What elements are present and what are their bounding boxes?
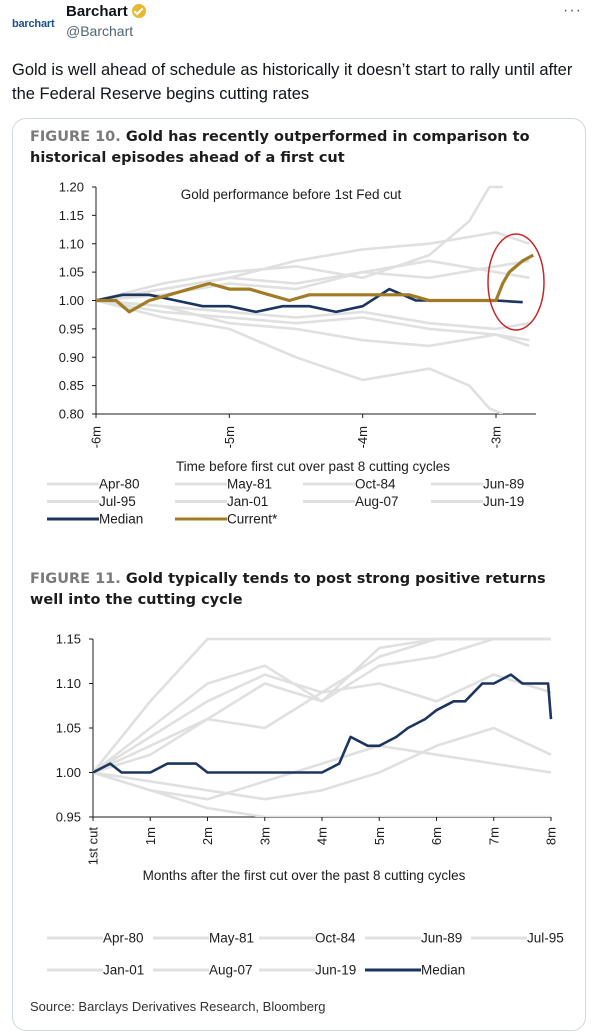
x-tick-label: 2m: [200, 827, 215, 845]
legend-label-apr-80: Apr-80: [99, 477, 140, 492]
y-tick-label: 1.15: [56, 632, 81, 647]
series-line-jun-89: [96, 299, 530, 348]
x-tick-label: 1m: [143, 827, 158, 845]
series-line-jan-01: [96, 299, 530, 348]
legend-label-jul-95: Jul-95: [99, 494, 136, 509]
legend-label-oct-84: Oct-84: [315, 931, 356, 946]
chart-figure-10: 0.80 0.85 0.90 0.95 1.00 1.05 1.10 1.15 1.20 -6m -…: [59, 180, 545, 474]
barchart-logo[interactable]: barchart: [12, 18, 55, 30]
series-line-apr-80: [93, 637, 551, 774]
series-line-oct-84: [93, 637, 551, 774]
legend-figure-11: Apr-80 May-81 Oct-84 Jun-89 Jul-95 Jan-01 Aug-…: [47, 931, 564, 978]
x-tick-label: 6m: [429, 827, 444, 845]
more-options-icon[interactable]: ···: [563, 2, 582, 19]
legend-label-jan-01: Jan-01: [103, 963, 144, 978]
series-line-jan-01: [93, 744, 552, 801]
legend-label-median: Median: [99, 512, 143, 527]
tweet-image[interactable]: FIGURE 10. Gold has recently outperforme…: [12, 118, 586, 1031]
legend-label-apr-80: Apr-80: [103, 931, 144, 946]
series-line-jun-19: [93, 673, 552, 774]
y-tick-label: 1.10: [56, 676, 81, 691]
y-tick-label: 0.90: [59, 350, 84, 365]
user-handle[interactable]: @Barchart: [66, 23, 134, 39]
legend-label-jul-95: Jul-95: [527, 931, 564, 946]
x-tick-label: -4m: [355, 426, 370, 448]
legend-label-jun-19: Jun-19: [483, 494, 524, 509]
legend-label-median: Median: [421, 963, 465, 978]
figure-10-label: FIGURE 10.: [30, 129, 121, 145]
legend-label-current: Current*: [227, 512, 278, 527]
series-line-apr-80: [96, 185, 503, 302]
legend-figure-10: Apr-80 May-81 Oct-84 Jun-89 Jul-95 Jan-01 Aug-…: [47, 477, 524, 527]
y-tick-label: 0.85: [59, 378, 84, 393]
display-name[interactable]: Barchart: [66, 3, 146, 20]
series-line-may-81: [96, 299, 504, 414]
y-tick-label: 1.05: [59, 265, 84, 280]
y-tick-label: 0.80: [59, 407, 84, 422]
tweet-text: Gold is well ahead of schedule as histor…: [12, 61, 573, 103]
x-tick-label: 7m: [486, 827, 501, 845]
charts-canvas: 0.80 0.85 0.90 0.95 1.00 1.05 1.10 1.15 1.20 -6m -…: [47, 180, 564, 978]
series-line-may-81: [93, 771, 551, 817]
series-line-jun-89: [93, 726, 552, 801]
legend-label-may-81: May-81: [227, 477, 272, 492]
source-note: Source: Barclays Derivatives Research, B…: [30, 999, 326, 1014]
figure-11-title: FIGURE 11. Gold typically tends to post …: [30, 569, 570, 611]
series-line-aug-07: [96, 231, 530, 302]
x-tick-label: 3m: [257, 827, 272, 845]
figure-10-title-text: Gold has recently outperformed in compar…: [30, 129, 530, 166]
y-tick-label: 0.95: [56, 810, 81, 825]
x-axis-title: Months after the first cut over the past…: [143, 868, 466, 883]
x-axis-title: Time before first cut over past 8 cuttin…: [176, 459, 450, 474]
chart-figure-11: 0.95 1.00 1.05 1.10 1.15 1st cut 1m 2m 3m 4m 5m 6m 7…: [56, 632, 559, 884]
legend-label-jun-19: Jun-19: [315, 963, 356, 978]
series-line-current: [96, 253, 535, 314]
series-line-aug-07: [93, 637, 551, 774]
figure-11-title-text: Gold typically tends to post strong posi…: [30, 571, 546, 608]
figure-11-label: FIGURE 11.: [30, 571, 121, 587]
legend-label-aug-07: Aug-07: [355, 494, 399, 509]
y-tick-label: 1.10: [59, 236, 84, 251]
chart-inner-title: Gold performance before 1st Fed cut: [181, 187, 402, 202]
legend-label-jan-01: Jan-01: [227, 494, 268, 509]
y-tick-label: 1.20: [59, 180, 84, 195]
x-tick-label: 5m: [372, 827, 387, 845]
figure-10-title: FIGURE 10. Gold has recently outperforme…: [30, 127, 570, 169]
y-tick-label: 0.95: [59, 321, 84, 336]
y-tick-label: 1.00: [59, 293, 84, 308]
x-tick-label: 4m: [315, 827, 330, 845]
x-tick-label: -5m: [222, 426, 237, 448]
legend-label-jun-89: Jun-89: [421, 931, 462, 946]
verified-badge-icon: [131, 4, 146, 18]
x-tick-label: 8m: [544, 827, 559, 845]
y-tick-label: 1.00: [56, 765, 81, 780]
x-tick-label: 1st cut: [86, 827, 101, 866]
series-line-jun-19: [96, 299, 530, 331]
display-name-text[interactable]: Barchart: [66, 3, 128, 20]
series-line-jul-95: [93, 637, 551, 774]
y-tick-label: 1.15: [59, 208, 84, 223]
legend-label-oct-84: Oct-84: [355, 477, 396, 492]
series-line-median: [93, 673, 553, 774]
legend-label-aug-07: Aug-07: [209, 963, 253, 978]
x-tick-label: -6m: [89, 426, 104, 448]
x-tick-label: -3m: [489, 426, 504, 448]
legend-label-jun-89: Jun-89: [483, 477, 524, 492]
highlight-circle: [487, 233, 545, 331]
legend-label-may-81: May-81: [209, 931, 254, 946]
y-tick-label: 1.05: [56, 721, 81, 736]
